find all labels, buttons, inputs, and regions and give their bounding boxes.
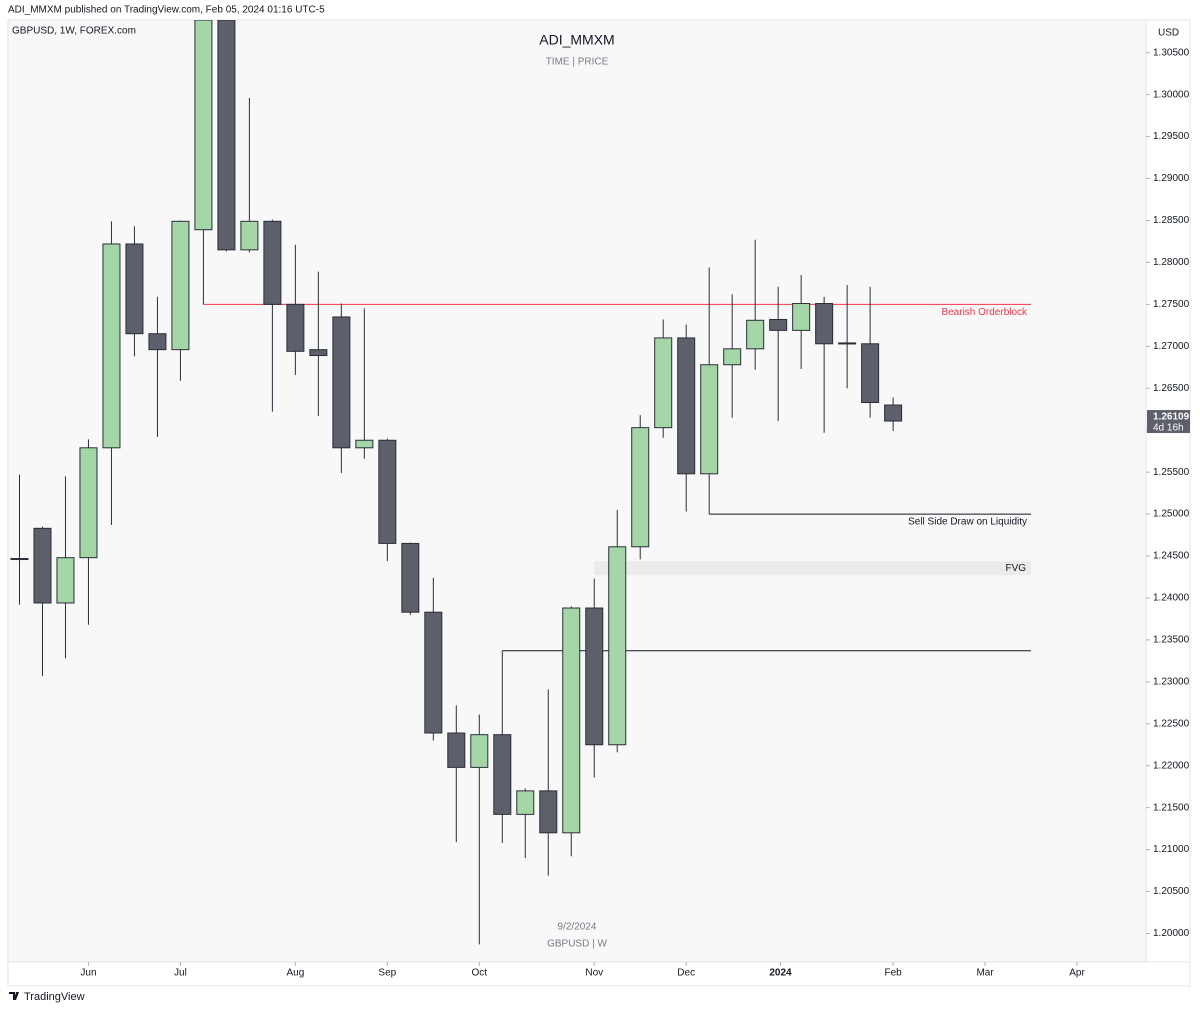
y-tick-label: 1.22500 <box>1153 718 1190 729</box>
y-tick-label: 1.27000 <box>1153 341 1190 352</box>
x-tick-label: Aug <box>286 968 304 979</box>
time-axis <box>7 961 1191 987</box>
countdown: 4d 16h <box>1153 423 1184 434</box>
y-tick-label: 1.25000 <box>1153 509 1190 520</box>
candle-body <box>355 439 374 449</box>
x-tick-label: Dec <box>677 968 695 979</box>
watermark-date: 9/2/2024 <box>558 922 597 933</box>
chart-subtitle: TIME | PRICE <box>546 57 609 68</box>
candle-body <box>769 318 788 331</box>
candle-body <box>263 220 282 305</box>
y-tick-label: 1.20000 <box>1153 928 1190 939</box>
brand-logo <box>9 992 19 1000</box>
level-label: Bearish Orderblock <box>941 307 1028 318</box>
y-tick-label: 1.20500 <box>1153 886 1190 897</box>
price-axis <box>1145 19 1191 963</box>
y-tick-label: 1.23000 <box>1153 676 1190 687</box>
candle-body <box>148 333 167 351</box>
axes: 1.20000 1.20500 1.21000 1.21500 1.22000 1.225… <box>80 47 1190 979</box>
candle-body <box>608 546 627 746</box>
symbol-info: GBPUSD, 1W, FOREX.com <box>12 26 136 37</box>
y-tick-label: 1.26500 <box>1153 383 1190 394</box>
y-tick-label: 1.23500 <box>1153 635 1190 646</box>
y-tick-label: 1.24500 <box>1153 551 1190 562</box>
candle-body <box>309 349 328 357</box>
y-tick-label: 1.28000 <box>1153 257 1190 268</box>
candle-body <box>194 20 213 231</box>
candle-body <box>746 319 765 350</box>
y-tick-label: 1.25500 <box>1153 467 1190 478</box>
y-tick-label: 1.28500 <box>1153 215 1190 226</box>
brand-name: TradingView <box>24 991 85 1003</box>
last-price-box <box>1147 410 1190 434</box>
x-tick-label: 2024 <box>769 968 792 979</box>
candle-body <box>838 342 857 345</box>
y-tick-label: 1.30500 <box>1153 47 1190 58</box>
candle-body <box>861 343 880 404</box>
y-tick-label: 1.21500 <box>1153 802 1190 813</box>
y-tick-label: 1.29000 <box>1153 173 1190 184</box>
candle-body <box>10 558 29 561</box>
x-tick-label: Apr <box>1069 968 1085 979</box>
publisher-line: ADI_MMXM published on TradingView.com, F… <box>8 5 325 16</box>
candle-body <box>516 790 535 815</box>
x-tick-label: Nov <box>585 968 603 979</box>
candle-body <box>792 303 811 331</box>
candle-body <box>332 316 351 449</box>
candle-body <box>171 220 190 351</box>
x-tick-label: Oct <box>472 968 488 979</box>
y-tick-label: 1.29500 <box>1153 131 1190 142</box>
candle-body <box>884 404 903 422</box>
candle-body <box>631 427 650 548</box>
fvg-zone <box>594 561 1032 576</box>
candle-body <box>815 303 834 345</box>
zone-label: FVG <box>1005 563 1026 574</box>
candle-body <box>217 20 236 251</box>
x-tick-label: Jul <box>174 968 187 979</box>
candle-body <box>102 243 121 449</box>
candle-body <box>654 337 673 429</box>
candle-body <box>33 527 52 604</box>
candle-body <box>539 790 558 834</box>
x-tick-label: Sep <box>378 968 396 979</box>
candle-body <box>470 734 489 768</box>
candle-body <box>378 439 397 544</box>
brand: TradingView <box>9 991 85 1003</box>
plot-content: FVG Bearish Orderblock Sell Side Draw on L… <box>10 20 1032 945</box>
y-tick-label: 1.22000 <box>1153 760 1190 771</box>
candle-body <box>79 447 98 559</box>
candle-body <box>240 220 259 251</box>
candle-body <box>401 542 420 613</box>
candle-body <box>562 607 581 834</box>
candle-body <box>447 732 466 768</box>
candle-body <box>286 303 305 352</box>
y-tick-label: 1.27500 <box>1153 299 1190 310</box>
y-tick-label: 1.30000 <box>1153 89 1190 100</box>
candle-body <box>723 348 742 366</box>
last-price: 1.26109 <box>1153 412 1190 423</box>
currency-label: USD <box>1158 28 1179 39</box>
x-tick-label: Jun <box>80 968 96 979</box>
candle-body <box>56 557 75 604</box>
candle-body <box>493 734 512 815</box>
candle-body <box>585 607 604 746</box>
chart-title: ADI_MMXM <box>539 32 614 48</box>
y-tick-label: 1.24000 <box>1153 593 1190 604</box>
level-label: Sell Side Draw on Liquidity <box>908 517 1027 528</box>
candle-body <box>424 611 443 734</box>
y-tick-label: 1.21000 <box>1153 844 1190 855</box>
watermark-symbol: GBPUSD | W <box>547 939 607 950</box>
x-tick-label: Mar <box>976 968 994 979</box>
x-tick-label: Feb <box>884 968 902 979</box>
candle-body <box>125 243 144 335</box>
candle-body <box>677 337 696 475</box>
candle-body <box>700 364 719 475</box>
